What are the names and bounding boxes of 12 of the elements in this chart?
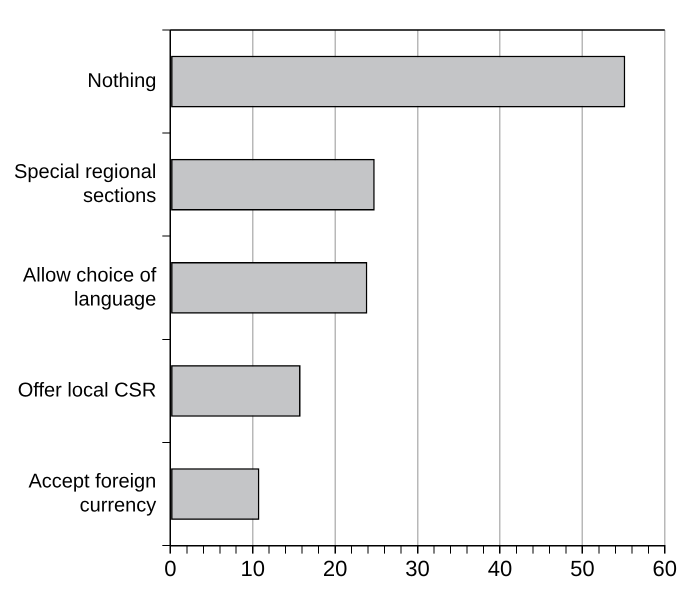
x-tick-label: 50 [570,556,595,581]
y-tick-label: Nothing [87,70,156,92]
x-tick-label: 40 [488,556,512,581]
x-tick-label: 30 [405,556,430,581]
y-tick-label: Special regional sections [14,161,156,208]
y-tick-label: Offer local CSR [18,379,156,402]
y-tick-label: Accept foreign currency [28,470,156,517]
x-tick-label: 60 [652,556,678,581]
x-tick-label: 10 [240,556,265,581]
y-tick-label: Allow choice of language [22,264,157,310]
x-tick-label: 0 [164,556,176,581]
x-tick-label: 20 [322,556,348,581]
